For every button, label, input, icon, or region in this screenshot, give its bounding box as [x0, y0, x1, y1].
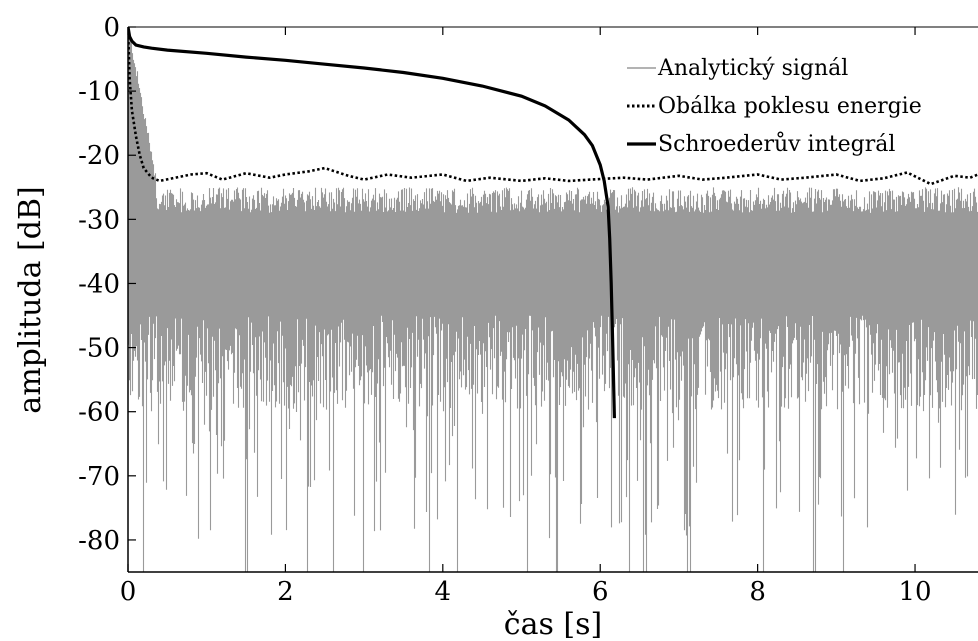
series-energy-decay-envelope: [128, 27, 978, 186]
x-tick-label: 2: [277, 577, 294, 607]
legend-label: Schroederův integrál: [658, 130, 895, 157]
y-axis-label: amplituda [dB]: [13, 186, 48, 413]
legend-item: Schroederův integrál: [627, 130, 895, 157]
series-schroeder-integral: [128, 27, 616, 419]
axes: 0-10-20-30-40-50-60-70-800 2 4 6 8 10: [78, 13, 978, 607]
series-lines: [128, 27, 978, 419]
x-tick-label: 8: [749, 577, 766, 607]
y-tick-label: 0: [103, 13, 120, 43]
legend-item: Obálka poklesu energie: [627, 94, 922, 119]
legend: Analytický signál Obálka poklesu energie S…: [627, 56, 922, 157]
y-tick-label: -10: [78, 77, 120, 107]
y-tick-label: -80: [78, 526, 120, 556]
x-axis-label: čas [s]: [504, 607, 602, 641]
y-tick-label: -70: [78, 462, 120, 492]
x-tick-label: 0: [120, 577, 137, 607]
y-tick-label: -20: [78, 141, 120, 171]
y-tick-label: -50: [78, 334, 120, 364]
y-tick-label: -40: [78, 269, 120, 299]
y-tick-label: -60: [78, 398, 120, 428]
legend-label: Analytický signál: [657, 56, 848, 81]
x-tick-label: 6: [592, 577, 609, 607]
x-tick-label: 4: [435, 577, 452, 607]
legend-item: Analytický signál: [627, 56, 848, 81]
legend-label: Obálka poklesu energie: [658, 94, 922, 119]
y-tick-label: -30: [78, 205, 120, 235]
x-tick-label: 10: [898, 577, 931, 607]
